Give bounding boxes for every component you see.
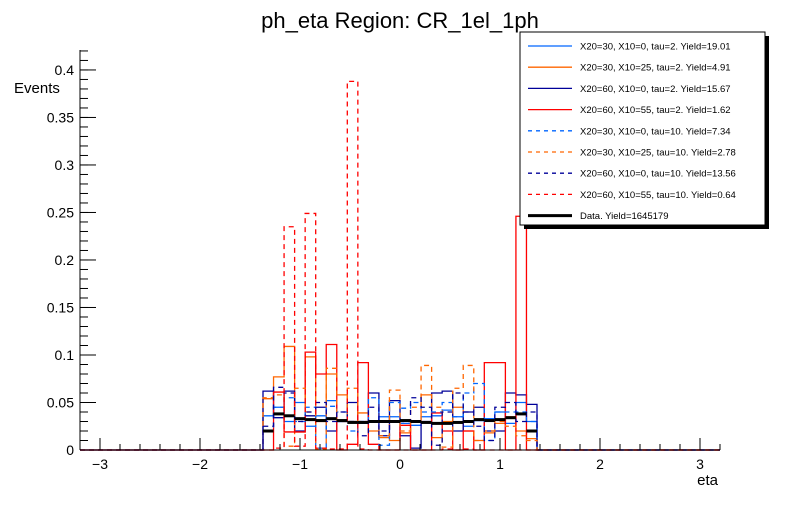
series-8 [263, 412, 537, 433]
series-3 [80, 215, 720, 451]
y-tick-label-8: 0.4 [55, 62, 75, 78]
chart-title: ph_eta Region: CR_1el_1ph [261, 8, 539, 33]
x-tick-label-4: 1 [496, 456, 504, 472]
legend-box [519, 31, 766, 226]
y-tick-label-7: 0.35 [47, 109, 74, 125]
y-tick-label-3: 0.15 [47, 299, 74, 315]
x-tick-label-3: 0 [396, 456, 404, 472]
y-tick-label-5: 0.25 [47, 204, 74, 220]
x-tick-label-2: −1 [292, 456, 308, 472]
legend-entry-6: X20=60, X10=0, tau=10. Yield=13.56 [580, 169, 736, 180]
y-tick-label-2: 0.1 [55, 347, 75, 363]
axes: −3 −2 −1 0 1 2 3 0 0.05 0.1 0.15 0.2 0.25 0.3 0.35 0.4 [47, 50, 721, 472]
x-tick-label-1: −2 [192, 456, 208, 472]
y-tick-label-6: 0.3 [55, 157, 75, 173]
x-axis-label: eta [697, 472, 719, 489]
legend-entry-1: X20=30, X10=25, tau=2. Yield=4.91 [580, 63, 731, 74]
y-tick-label-1: 0.05 [47, 394, 74, 410]
x-tick-label-0: −3 [92, 456, 108, 472]
y-tick-label-4: 0.2 [55, 252, 75, 268]
legend-entry-2: X20=60, X10=0, tau=2. Yield=15.67 [580, 84, 731, 95]
y-tick-label-0: 0 [66, 442, 74, 458]
y-axis-label: Events [14, 80, 60, 97]
legend-entry-0: X20=30, X10=0, tau=2. Yield=19.01 [580, 42, 731, 53]
x-tick-label-5: 2 [596, 456, 604, 472]
series-line-3 [80, 215, 720, 451]
x-tick-label-6: 3 [696, 456, 704, 472]
legend: X20=30, X10=0, tau=2. Yield=19.01 X20=30,… [519, 31, 769, 229]
legend-entry-8: Data. Yield=1645179 [580, 211, 668, 222]
legend-entry-5: X20=30, X10=25, tau=10. Yield=2.78 [580, 148, 736, 159]
legend-entry-7: X20=60, X10=55, tau=10. Yield=0.64 [580, 190, 736, 201]
legend-entry-4: X20=30, X10=0, tau=10. Yield=7.34 [580, 126, 731, 137]
legend-entry-3: X20=60, X10=55, tau=2. Yield=1.62 [580, 105, 731, 116]
